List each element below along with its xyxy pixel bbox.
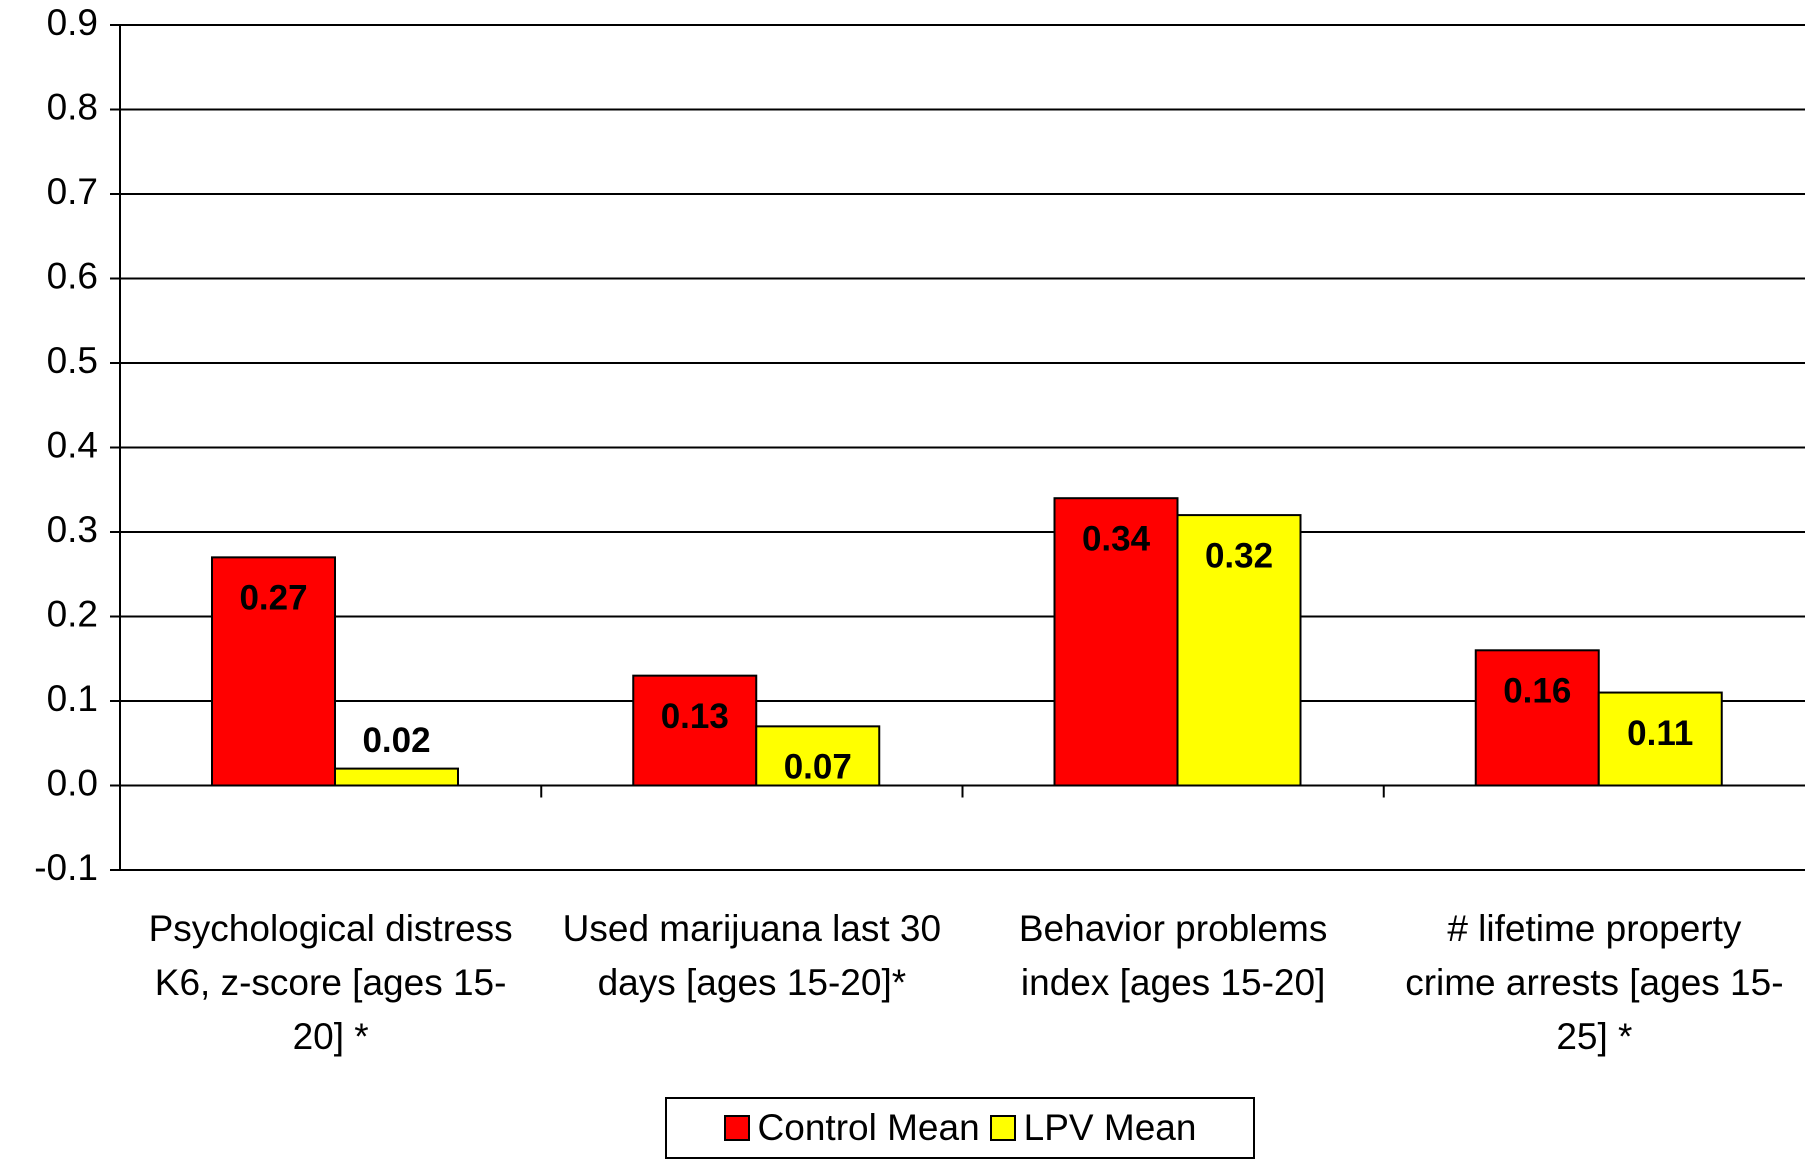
- bar: [1053, 497, 1179, 787]
- bar: [1176, 514, 1302, 787]
- y-tick-label: -0.1: [34, 847, 98, 888]
- bar: [334, 767, 459, 787]
- y-tick-label: 0.9: [47, 2, 98, 43]
- bar: [211, 556, 336, 787]
- legend-swatch: [723, 1115, 750, 1141]
- y-tick-label: 0.4: [47, 424, 98, 465]
- y-tick-label: 0.7: [47, 171, 98, 212]
- y-tick-label: 0.2: [47, 593, 98, 634]
- value-label: 0.34: [1082, 519, 1151, 558]
- value-label: 0.16: [1503, 672, 1571, 711]
- value-label: 0.32: [1205, 536, 1273, 575]
- value-label: 0.27: [239, 579, 307, 618]
- value-label: 0.13: [661, 697, 729, 736]
- bar: [632, 674, 758, 787]
- y-tick-label: 0.6: [47, 255, 98, 296]
- x-tick-label: Used marijuana last 30 days [ages 15-20]…: [562, 908, 942, 1003]
- legend-swatch: [989, 1115, 1016, 1141]
- bar: [755, 725, 881, 787]
- x-tick-label: Behavior problems index [ages 15-20]: [1018, 908, 1328, 1003]
- y-tick-label: 0.3: [47, 509, 98, 550]
- legend-item: Control Mean: [723, 1107, 980, 1149]
- value-label: 0.11: [1627, 714, 1693, 753]
- bar: [1597, 691, 1723, 787]
- y-tick-label: 0.5: [47, 340, 98, 381]
- legend: Control Mean LPV Mean: [665, 1097, 1255, 1159]
- legend-label: LPV Mean: [1023, 1107, 1197, 1148]
- x-tick-label: Psychological distress K6, z-score [ages…: [148, 908, 513, 1057]
- y-tick-label: 0.0: [47, 762, 98, 803]
- bar: [1474, 649, 1600, 787]
- x-tick-label: # lifetime property crime arrests [ages …: [1405, 908, 1784, 1057]
- legend-label: Control Mean: [757, 1107, 980, 1148]
- y-tick-label: 0.8: [47, 86, 98, 127]
- legend-item: LPV Mean: [989, 1107, 1197, 1149]
- value-label: 0.07: [784, 748, 852, 787]
- value-label: 0.02: [362, 721, 430, 760]
- y-tick-label: 0.1: [47, 678, 98, 719]
